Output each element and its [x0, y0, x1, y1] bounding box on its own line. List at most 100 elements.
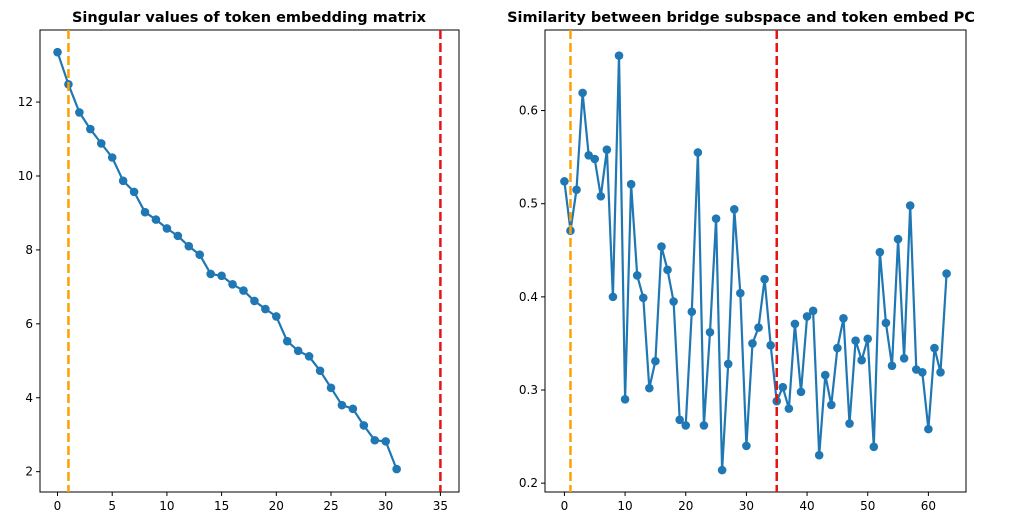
data-point [107, 153, 117, 162]
data-point [293, 346, 303, 356]
data-point [261, 304, 270, 314]
data-point [808, 306, 818, 316]
data-point [228, 279, 237, 289]
data-point [53, 47, 62, 57]
data-point [790, 319, 800, 329]
data-point [560, 177, 569, 186]
data-point [282, 336, 292, 346]
data-point [875, 247, 885, 257]
data-point [632, 271, 642, 280]
data-point [675, 415, 684, 425]
x-tick-label: 20 [269, 499, 284, 513]
data-point [326, 383, 336, 393]
x-tick-label: 40 [799, 499, 814, 513]
data-point [645, 383, 654, 393]
data-point [206, 269, 215, 279]
y-tick-label: 0.3 [519, 383, 538, 397]
x-tick-label: 10 [159, 499, 174, 513]
data-point [918, 368, 927, 377]
data-point [778, 382, 788, 392]
data-point [608, 292, 618, 302]
x-tick-label: 30 [739, 499, 754, 513]
chart-singular-values: Singular values of token embedding matri… [18, 10, 460, 513]
data-point [893, 234, 903, 244]
data-point [857, 355, 866, 365]
data-point [705, 327, 715, 337]
data-point [796, 387, 806, 397]
x-tick-label: 15 [214, 499, 229, 513]
x-tick-label: 25 [323, 499, 338, 513]
data-point [687, 307, 697, 317]
data-point [814, 450, 824, 460]
data-point [839, 313, 848, 323]
data-point [596, 191, 606, 201]
data-point [129, 187, 139, 197]
data-point [239, 286, 248, 295]
data-point [651, 356, 660, 366]
x-tick-label: 30 [378, 499, 393, 513]
series-line [563, 54, 948, 472]
data-point [614, 51, 624, 60]
data-point [863, 334, 873, 344]
data-point [304, 352, 314, 361]
data-point [729, 205, 739, 214]
data-point [75, 108, 84, 117]
y-tick-label: 8 [25, 243, 33, 257]
data-point [250, 296, 259, 306]
data-point [699, 421, 709, 430]
data-point [184, 241, 194, 251]
data-point [173, 231, 183, 241]
x-tick-label: 20 [678, 499, 693, 513]
data-point [845, 419, 854, 428]
data-point [590, 154, 600, 164]
data-point [663, 265, 672, 275]
data-point [348, 404, 358, 414]
data-point [337, 400, 347, 410]
y-tick-label: 4 [25, 391, 33, 405]
y-tick-label: 12 [18, 95, 33, 109]
y-tick-label: 0.5 [519, 197, 538, 211]
data-point [851, 336, 860, 345]
data-point [572, 185, 581, 195]
data-point [370, 435, 380, 445]
data-point [760, 274, 769, 284]
data-point [748, 339, 757, 348]
y-tick-label: 0.4 [519, 290, 538, 304]
data-point [820, 370, 830, 380]
data-point [140, 207, 150, 217]
chart-title: Similarity between bridge subspace and t… [507, 10, 975, 26]
y-tick-label: 0.2 [519, 476, 538, 490]
y-tick-label: 2 [25, 465, 33, 479]
data-point [723, 359, 733, 369]
data-point [742, 441, 751, 451]
data-point [942, 269, 951, 278]
plot-frame [39, 29, 460, 493]
data-point [392, 464, 401, 474]
data-point [936, 368, 945, 377]
data-point [802, 312, 812, 321]
data-point [578, 88, 587, 98]
plot-frame [544, 29, 967, 493]
data-point [86, 124, 95, 134]
data-point [620, 395, 630, 404]
data-point [359, 421, 369, 430]
data-point [784, 404, 794, 413]
data-point [151, 215, 161, 224]
data-point [602, 145, 612, 154]
data-point [881, 318, 891, 328]
data-point [887, 361, 897, 371]
data-point [693, 148, 703, 157]
data-point [754, 323, 763, 332]
x-tick-label: 50 [860, 499, 875, 513]
x-tick-label: 0 [561, 499, 569, 513]
data-point [717, 465, 727, 475]
data-point [118, 176, 128, 186]
data-point [162, 224, 172, 233]
data-point [711, 214, 721, 223]
data-point [905, 201, 915, 210]
y-tick-label: 10 [18, 169, 33, 183]
y-tick-label: 6 [25, 317, 33, 331]
data-point [766, 340, 775, 350]
chart-title: Singular values of token embedding matri… [72, 10, 427, 26]
